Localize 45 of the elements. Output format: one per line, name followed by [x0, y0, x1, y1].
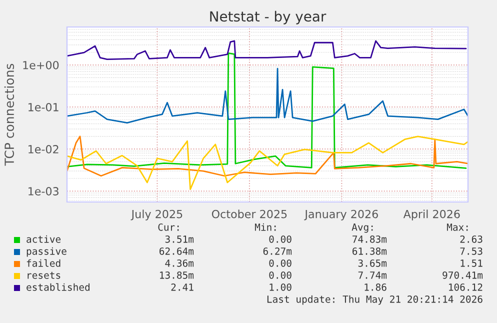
text: 1.86 [364, 283, 386, 291]
text: 4.36m [165, 259, 194, 267]
text: 0.00 [269, 259, 292, 267]
x-tick-label: October 2025 [212, 210, 287, 218]
text: 7.53 [460, 247, 482, 255]
text: 62.64m [160, 247, 194, 255]
text: 61.38m [352, 247, 387, 255]
text: 0.00 [269, 235, 292, 243]
text: 106.12 [449, 283, 482, 291]
text: 7.74m [358, 272, 387, 279]
y-tick-label: 1e-02 [28, 145, 58, 154]
legend-label: active [26, 235, 61, 243]
x-tick-label: January 2026 [304, 210, 378, 220]
text: 2.63 [460, 235, 482, 243]
text: 1.00 [270, 283, 292, 291]
line-series [67, 136, 468, 190]
y-tick-label: 1e+00 [23, 60, 59, 70]
text: 3.51m [165, 235, 194, 243]
line-series [67, 40, 467, 60]
text: 74.83m [352, 235, 387, 243]
chart-title: Netstat - by year [210, 10, 326, 24]
text: 1.51 [460, 260, 482, 267]
text: 3.65m [358, 259, 387, 267]
line-series [67, 68, 468, 124]
legend-label: established [26, 283, 90, 291]
legend-label: resets [28, 272, 60, 279]
text: 6.27m [263, 247, 292, 255]
legend-label: failed [26, 259, 60, 267]
text: Max: [446, 224, 468, 231]
text: Last update: Thu May 21 20:21:14 2026 [267, 295, 482, 305]
legend-label: passive [26, 247, 66, 257]
text: 0.00 [269, 271, 292, 279]
y-tick-label: 1e-03 [28, 187, 58, 196]
y-tick-label: 1e-01 [28, 102, 58, 112]
text: Cur: [158, 223, 179, 231]
y-axis-title: TCP connections [4, 64, 14, 166]
text: 13.85m [160, 271, 194, 279]
text: 970.41m [442, 271, 483, 279]
x-tick-label: July 2025 [130, 210, 182, 220]
x-tick-label: April 2026 [403, 210, 460, 220]
line-series [67, 52, 467, 169]
line-series [67, 136, 468, 177]
text: 2.41 [171, 283, 194, 291]
text: Min: [254, 223, 276, 231]
text: Avg: [352, 224, 373, 233]
